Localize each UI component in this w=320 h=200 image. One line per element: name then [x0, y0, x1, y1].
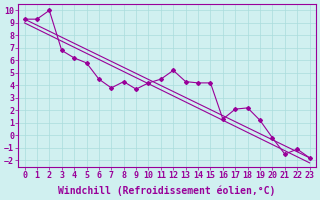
X-axis label: Windchill (Refroidissement éolien,°C): Windchill (Refroidissement éolien,°C) [58, 185, 276, 196]
